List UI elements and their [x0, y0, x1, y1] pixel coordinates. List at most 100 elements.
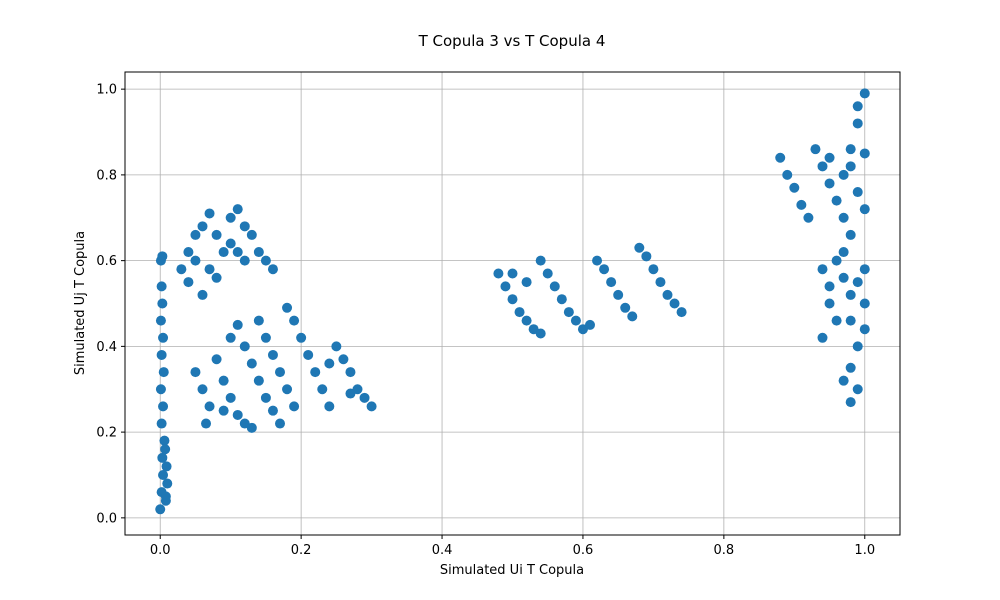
scatter-point: [585, 319, 595, 330]
scatter-point: [275, 367, 285, 378]
x-tick-label: 1.0: [854, 543, 875, 558]
scatter-point: [831, 255, 842, 266]
scatter-point: [641, 251, 652, 262]
scatter-point: [514, 307, 525, 318]
scatter-point: [542, 268, 553, 279]
scatter-point: [267, 264, 278, 275]
scatter-point: [627, 311, 638, 322]
scatter-point: [225, 392, 236, 403]
scatter-point: [500, 281, 511, 292]
scatter-point: [296, 332, 307, 343]
scatter-point: [789, 182, 800, 193]
data-points: [155, 88, 870, 515]
x-tick-label: 0.0: [150, 543, 171, 558]
scatter-point: [824, 178, 835, 189]
scatter-point: [275, 418, 285, 429]
scatter-point: [310, 367, 321, 378]
scatter-point: [507, 268, 518, 279]
scatter-point: [232, 204, 243, 215]
scatter-point: [838, 272, 849, 283]
scatter-point: [676, 307, 687, 318]
scatter-point: [246, 422, 257, 433]
scatter-point: [634, 242, 645, 253]
chart-title: T Copula 3 vs T Copula 4: [418, 32, 606, 50]
scatter-point: [160, 444, 171, 455]
scatter-point: [155, 504, 166, 515]
scatter-point: [317, 384, 328, 395]
scatter-point: [197, 221, 208, 232]
scatter-point: [156, 349, 167, 360]
y-axis-label: Simulated Uj T Copula: [73, 231, 88, 375]
scatter-point: [157, 452, 168, 463]
scatter-point: [859, 88, 870, 99]
scatter-point: [218, 375, 229, 386]
scatter-point: [592, 255, 603, 266]
y-tick-label: 0.4: [96, 340, 117, 355]
scatter-point: [852, 118, 863, 129]
scatter-point: [796, 199, 807, 210]
scatter-point: [852, 187, 863, 198]
scatter-point: [197, 289, 208, 300]
scatter-point: [324, 401, 335, 412]
scatter-point: [239, 221, 250, 232]
scatter-point: [831, 315, 842, 326]
scatter-point: [648, 264, 659, 275]
scatter-point: [824, 152, 835, 163]
scatter-point: [852, 384, 863, 395]
scatter-point: [655, 277, 666, 288]
scatter-point: [260, 332, 271, 343]
scatter-point: [211, 229, 222, 240]
scatter-point: [232, 319, 243, 330]
scatter-point: [246, 358, 257, 369]
scatter-point: [225, 212, 236, 223]
scatter-point: [845, 397, 856, 408]
scatter-point: [535, 328, 546, 339]
scatter-point: [845, 315, 856, 326]
scatter-point: [260, 255, 271, 266]
scatter-point: [282, 384, 293, 395]
scatter-point: [201, 418, 212, 429]
scatter-point: [570, 315, 581, 326]
x-tick-label: 0.8: [714, 543, 735, 558]
y-tick-label: 0.8: [96, 168, 117, 183]
scatter-point: [852, 341, 863, 352]
scatter-point: [345, 388, 356, 399]
scatter-point: [183, 247, 194, 258]
scatter-point: [157, 298, 168, 309]
scatter-point: [662, 289, 673, 300]
scatter-point: [817, 332, 828, 343]
scatter-point: [253, 375, 264, 386]
scatter-point: [803, 212, 814, 223]
scatter-point: [159, 435, 170, 446]
scatter-point: [158, 401, 169, 412]
scatter-point: [859, 324, 870, 335]
scatter-point: [158, 332, 169, 343]
scatter-point: [845, 229, 856, 240]
scatter-point: [817, 264, 828, 275]
scatter-point: [852, 101, 863, 112]
y-tick-label: 1.0: [96, 83, 117, 98]
scatter-point: [190, 255, 201, 266]
scatter-point: [239, 341, 250, 352]
scatter-point: [204, 264, 215, 275]
scatter-point: [859, 204, 870, 215]
scatter-point: [775, 152, 786, 163]
scatter-point: [211, 354, 222, 365]
scatter-point: [606, 277, 617, 288]
y-tick-label: 0.6: [96, 254, 117, 269]
scatter-point: [218, 247, 229, 258]
scatter-point: [859, 298, 870, 309]
scatter-point: [345, 367, 356, 378]
scatter-point: [155, 384, 166, 395]
scatter-point: [204, 401, 215, 412]
scatter-point: [563, 307, 574, 318]
axis-ticks: 0.0 0.2 0.4 0.6 0.8 1.0 0.0 0.2 0.4 0.6 0.8 1.0: [96, 83, 875, 558]
scatter-point: [782, 169, 793, 180]
scatter-point: [556, 294, 567, 305]
y-tick-label: 0.0: [96, 511, 117, 526]
scatter-point: [267, 349, 278, 360]
scatter-point: [859, 264, 870, 275]
scatter-point: [824, 281, 835, 292]
scatter-point: [824, 298, 835, 309]
scatter-point: [211, 272, 222, 283]
